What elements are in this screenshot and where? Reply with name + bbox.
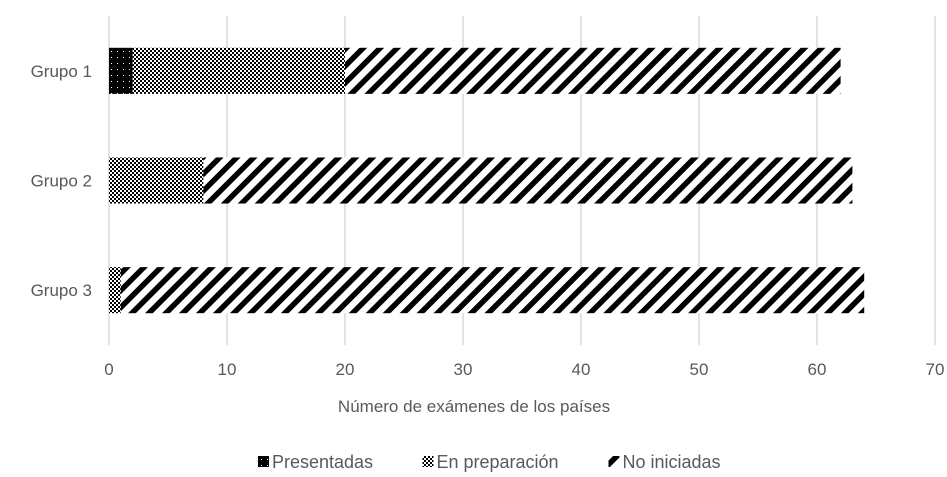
x-tick-60: 60 <box>808 360 827 379</box>
x-tick-20: 20 <box>336 360 355 379</box>
bar-grupo-2-en-preparacion <box>109 157 204 204</box>
legend-swatch-presentadas <box>257 456 269 467</box>
category-label-grupo-3: Grupo 3 <box>31 281 92 300</box>
legend-label-en-preparacion: En preparación <box>436 452 558 472</box>
x-tick-40: 40 <box>572 360 591 379</box>
legend: Presentadas En preparación No iniciadas <box>257 452 721 472</box>
bars <box>109 47 865 314</box>
x-tick-labels: 0 10 20 30 40 50 60 70 <box>104 360 944 379</box>
bar-grupo-3-no-iniciadas <box>120 267 865 314</box>
legend-label-presentadas: Presentadas <box>272 452 373 472</box>
x-tick-50: 50 <box>690 360 709 379</box>
category-label-grupo-1: Grupo 1 <box>31 62 92 81</box>
x-tick-10: 10 <box>218 360 237 379</box>
legend-swatch-no-iniciadas <box>608 456 620 467</box>
bar-grupo-2-no-iniciadas <box>203 157 853 204</box>
legend-item-no-iniciadas: No iniciadas <box>608 452 721 472</box>
bar-grupo-1-en-preparacion <box>132 47 345 94</box>
x-tick-0: 0 <box>104 360 113 379</box>
bar-grupo-3-en-preparacion <box>109 267 121 314</box>
category-label-grupo-2: Grupo 2 <box>31 172 92 191</box>
bar-grupo-1-no-iniciadas <box>345 47 841 94</box>
category-labels: Grupo 1 Grupo 2 Grupo 3 <box>31 62 92 300</box>
bar-grupo-1-presentadas <box>109 47 133 94</box>
legend-label-no-iniciadas: No iniciadas <box>622 452 720 472</box>
legend-swatch-en-preparacion <box>422 456 434 467</box>
legend-item-presentadas: Presentadas <box>257 452 373 472</box>
x-axis-title: Número de exámenes de los países <box>338 397 610 416</box>
x-tick-30: 30 <box>454 360 473 379</box>
legend-item-en-preparacion: En preparación <box>422 452 559 472</box>
x-tick-70: 70 <box>926 360 945 379</box>
